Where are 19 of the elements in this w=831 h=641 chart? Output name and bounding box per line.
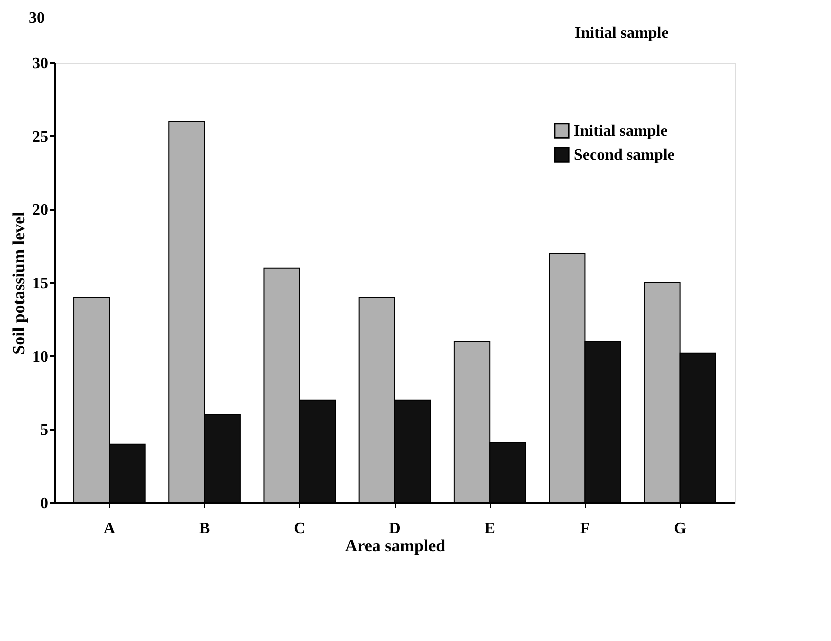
y-tick-label: 30 [32,56,48,72]
y-tick-label: 15 [32,276,48,292]
legend-label: Initial sample [574,123,668,140]
y-tick-label: 5 [40,422,48,440]
x-tick-label: B [199,520,210,538]
x-tick-label: C [294,520,306,538]
x-tick-label: E [484,520,496,538]
y-tick-label: 25 [32,128,48,146]
x-tick-label: A [104,520,116,538]
legend-label: Second sample [574,147,675,164]
y-axis-title: Soil potassium level [10,212,28,355]
y-tick-label: 20 [32,202,48,220]
y-tick-label: 0 [40,496,48,512]
x-axis-title: Area sampled [345,536,446,556]
x-tick-label: G [674,520,688,538]
y-tick-label: 10 [32,348,48,366]
x-tick-label: F [580,520,590,538]
text: Initial sample [575,25,669,42]
x-tick-label: D [389,520,401,538]
